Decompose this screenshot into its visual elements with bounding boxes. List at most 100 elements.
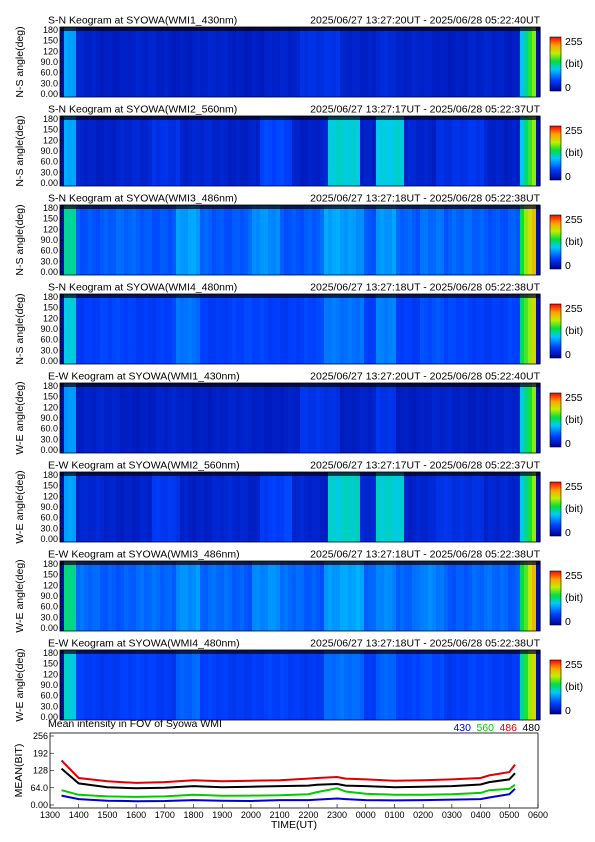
keogram-column [256,472,261,542]
keogram-column [232,650,237,720]
keogram-column [164,561,169,631]
keogram-column [524,472,529,542]
keogram-column [300,294,305,364]
keogram-column [272,116,277,186]
keogram-column [504,27,509,97]
keogram-column [64,650,69,720]
keogram-column [180,650,185,720]
keogram-column [208,472,213,542]
keogram-column [480,650,485,720]
keogram-column [188,561,193,631]
keogram-column [300,561,305,631]
keogram-column [196,294,201,364]
keogram-time-range: 2025/06/27 13:27:20UT - 2025/06/28 05:22… [310,371,540,383]
keogram-column [132,205,137,275]
keogram-y-tick-label: 90.0 [40,235,58,245]
keogram-column [288,294,293,364]
keogram-column [120,472,125,542]
keogram-column [500,561,505,631]
keogram-column [440,205,445,275]
keogram-column [216,650,221,720]
keogram-column [200,205,205,275]
keogram-column [200,116,205,186]
keogram-column [340,472,345,542]
keogram-column [372,27,377,97]
keogram-column [344,294,349,364]
keogram-column [228,472,233,542]
keogram-column [176,116,181,186]
keogram-column [264,294,269,364]
keogram-column [224,294,229,364]
keogram-column [432,472,437,542]
keogram-column [84,472,89,542]
legend-entry: 486 [499,722,517,734]
keogram-column [276,27,281,97]
keogram-y-tick-label: 60.0 [40,691,58,701]
keogram-column [308,205,313,275]
keogram-column [224,27,229,97]
keogram-column [384,116,389,186]
keogram-column [488,561,493,631]
keogram-column [440,294,445,364]
keogram-column [320,383,325,453]
keogram-column [420,561,425,631]
keogram-column [296,650,301,720]
keogram-column [88,650,93,720]
keogram-column [332,116,337,186]
keogram-y-tick-label: 30.0 [40,523,58,533]
series-line-560 [61,783,516,798]
keogram-column [104,205,109,275]
keogram-column [64,561,69,631]
keogram-column [72,294,77,364]
keogram-column [224,650,229,720]
keogram-column [276,116,281,186]
keogram-y-tick-label: 120 [43,669,58,679]
keogram-column [520,294,525,364]
keogram-image [60,116,541,186]
keogram-column [236,383,241,453]
keogram-column [196,205,201,275]
keogram-column [528,27,533,97]
keogram-column [192,561,197,631]
keogram-column [328,27,333,97]
keogram-column [472,472,477,542]
keogram-column [332,472,337,542]
keogram-column [64,205,69,275]
keogram-column [516,383,521,453]
keogram-title: S-N Keogram at SYOWA(WMI1_430nm) [48,15,237,27]
keogram-column [188,650,193,720]
keogram-column [448,27,453,97]
legend-entry: 480 [522,722,540,734]
keogram-column [344,650,349,720]
keogram-column [460,205,465,275]
keogram-column [464,650,469,720]
keogram-column [404,294,409,364]
keogram-column [480,294,485,364]
keogram-column [388,205,393,275]
keogram-column [468,116,473,186]
keogram-column [308,650,313,720]
keogram-y-tick-label: 150 [43,125,58,135]
keogram-column [104,383,109,453]
keogram-column [320,116,325,186]
keogram-column [512,116,517,186]
keogram-column [284,27,289,97]
keogram-column [396,205,401,275]
keogram-column [464,472,469,542]
keogram-column [92,561,97,631]
keogram-column [416,383,421,453]
keogram-column [216,294,221,364]
keogram-y-tick-label: 120 [43,313,58,323]
keogram-column [252,205,257,275]
keogram-column [324,472,329,542]
keogram-column [364,27,369,97]
keogram-column [184,561,189,631]
keogram-column [96,116,101,186]
keogram-column [68,472,73,542]
keogram-column [64,27,69,97]
keogram-column [300,116,305,186]
keogram-column [340,383,345,453]
keogram-column [368,205,373,275]
keogram-column [408,650,413,720]
keogram-column [280,116,285,186]
